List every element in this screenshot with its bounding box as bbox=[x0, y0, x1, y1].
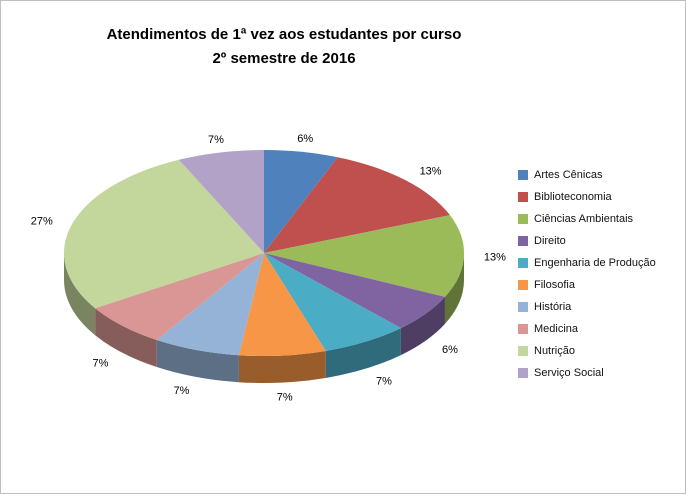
legend-label: Engenharia de Produção bbox=[534, 257, 656, 269]
legend-swatch-icon bbox=[518, 236, 528, 246]
legend-swatch-icon bbox=[518, 192, 528, 202]
legend-swatch-icon bbox=[518, 324, 528, 334]
legend-swatch-icon bbox=[518, 346, 528, 356]
pie-data-label-3: 6% bbox=[442, 344, 458, 356]
legend-label: Filosofia bbox=[534, 279, 575, 291]
legend-item-2[interactable]: Ciências Ambientais bbox=[518, 208, 656, 230]
pie-data-label-8: 27% bbox=[31, 215, 53, 227]
legend-swatch-icon bbox=[518, 258, 528, 268]
legend-item-4[interactable]: Engenharia de Produção bbox=[518, 252, 656, 274]
pie-data-label-1: 13% bbox=[420, 165, 442, 177]
pie-slice-6[interactable] bbox=[156, 253, 264, 356]
pie-slice-side-7 bbox=[95, 308, 157, 367]
pie-data-label-0: 6% bbox=[297, 133, 313, 145]
pie-slice-2[interactable] bbox=[264, 215, 464, 297]
legend-item-7[interactable]: Medicina bbox=[518, 318, 656, 340]
pie-slice-side-5 bbox=[238, 350, 326, 383]
pie-slice-side-2 bbox=[444, 253, 464, 324]
legend-label: Biblioteconomia bbox=[534, 191, 612, 203]
legend-item-8[interactable]: Nutrição bbox=[518, 340, 656, 362]
pie-slice-side-3 bbox=[400, 296, 445, 356]
chart-title-line1: Atendimentos de 1ª vez aos estudantes po… bbox=[106, 26, 462, 43]
legend-item-5[interactable]: Filosofia bbox=[518, 274, 656, 296]
legend-item-3[interactable]: Direito bbox=[518, 230, 656, 252]
legend-item-9[interactable]: Serviço Social bbox=[518, 362, 656, 384]
legend-swatch-icon bbox=[518, 280, 528, 290]
pie-slice-9[interactable] bbox=[178, 150, 264, 253]
pie-slice-7[interactable] bbox=[95, 253, 264, 340]
legend-item-0[interactable]: Artes Cênicas bbox=[518, 164, 656, 186]
pie-data-label-6: 7% bbox=[174, 385, 190, 397]
legend-item-6[interactable]: História bbox=[518, 296, 656, 318]
pie-slice-side-6 bbox=[156, 339, 239, 383]
pie-data-label-9: 7% bbox=[208, 134, 224, 146]
legend-swatch-icon bbox=[518, 368, 528, 378]
legend-swatch-icon bbox=[518, 214, 528, 224]
legend-label: Artes Cênicas bbox=[534, 169, 603, 181]
legend-label: Serviço Social bbox=[534, 367, 604, 379]
chart-legend: Artes Cênicas Biblioteconomia Ciências Amb… bbox=[518, 164, 656, 384]
legend-label: Ciências Ambientais bbox=[534, 213, 634, 225]
pie-data-label-7: 7% bbox=[93, 358, 109, 370]
legend-label: História bbox=[534, 301, 572, 313]
pie-slice-1[interactable] bbox=[264, 157, 450, 253]
pie-slice-8[interactable] bbox=[63, 159, 265, 309]
legend-label: Nutrição bbox=[534, 345, 575, 357]
pie-slice-3[interactable] bbox=[264, 253, 445, 329]
legend-item-1[interactable]: Biblioteconomia bbox=[518, 186, 656, 208]
legend-swatch-icon bbox=[518, 170, 528, 180]
chart-title: Atendimentos de 1ª vez aos estudantes po… bbox=[1, 23, 567, 71]
pie-slice-side-8 bbox=[64, 253, 96, 336]
pie-slice-0[interactable] bbox=[264, 150, 338, 253]
pie-data-label-2: 13% bbox=[484, 252, 506, 264]
pie-data-label-5: 7% bbox=[277, 391, 293, 403]
chart-title-line2: 2º semestre de 2016 bbox=[212, 50, 356, 67]
pie-data-label-4: 7% bbox=[376, 376, 392, 388]
pie-slice-4[interactable] bbox=[264, 253, 401, 351]
pie-slice-side-4 bbox=[325, 328, 401, 378]
pie-slice-5[interactable] bbox=[238, 253, 326, 356]
legend-label: Direito bbox=[534, 235, 566, 247]
legend-label: Medicina bbox=[534, 323, 579, 335]
legend-swatch-icon bbox=[518, 302, 528, 312]
